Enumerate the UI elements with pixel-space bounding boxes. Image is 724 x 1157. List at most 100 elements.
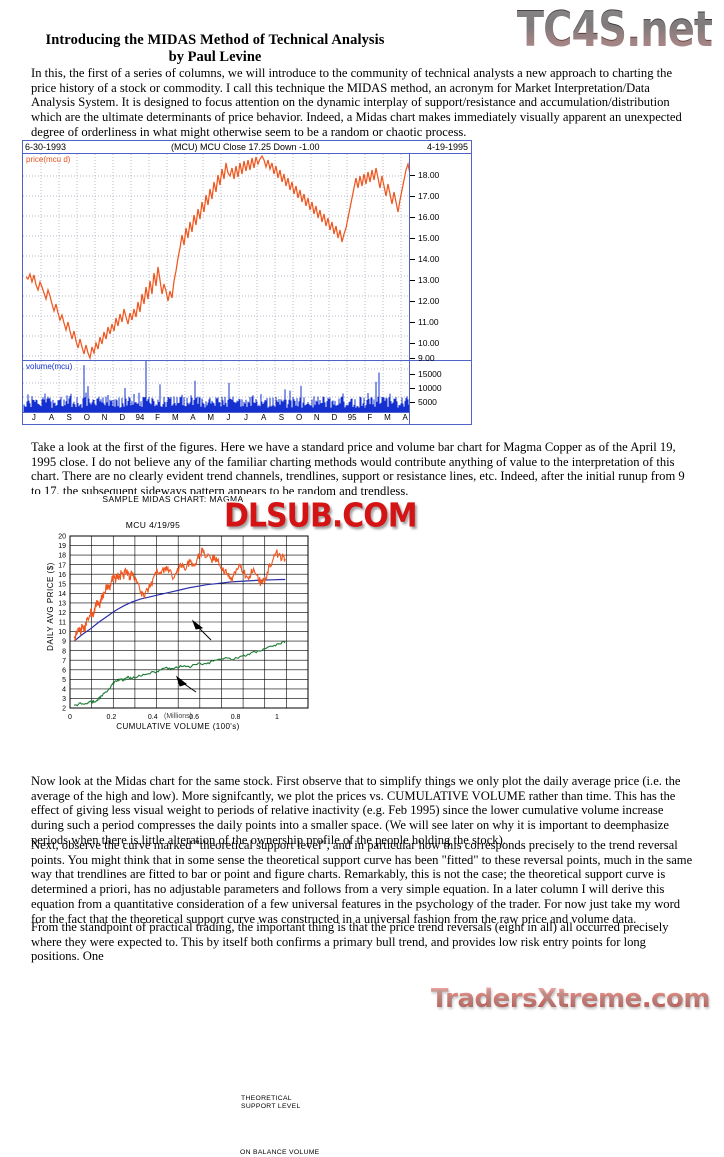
midas-y-tick: 3 <box>62 696 66 703</box>
midas-x-tick-labels: 0 0.2 0.4 0.6 0.8 1 <box>68 714 279 721</box>
midas-y-tick: 2 <box>62 706 66 713</box>
midas-x-unit-label: (Millions) <box>164 713 192 720</box>
midas-y-tick: 4 <box>62 686 66 693</box>
midas-y-tick: 20 <box>58 534 66 541</box>
midas-y-tick: 11 <box>59 620 66 627</box>
midas-y-tick: 19 <box>58 543 66 550</box>
midas-y-tick: 16 <box>58 572 66 579</box>
price-tick: 18.00 <box>409 170 440 180</box>
support-annotation: THEORETICAL SUPPORT LEVEL <box>241 1095 301 1110</box>
volume-tick: 15000 <box>410 369 442 379</box>
month-tick: 94 <box>135 413 145 422</box>
midas-x-tick: 0.2 <box>107 714 117 721</box>
midas-y-tick: 14 <box>58 591 66 598</box>
midas-y-tick: 9 <box>62 639 66 646</box>
midas-y-tick: 12 <box>58 610 66 617</box>
paragraph-2: Take a look at the first of the figures.… <box>31 440 685 499</box>
price-axis: 18.00 17.00 16.00 15.00 14.00 13.00 12.0… <box>409 154 471 363</box>
price-tick: 16.00 <box>409 212 440 222</box>
volume-bars <box>23 361 410 413</box>
midas-y-tick: 5 <box>62 677 66 684</box>
theoretical-support-curve <box>73 578 286 642</box>
month-tick: M <box>171 413 179 422</box>
midas-y-tick: 10 <box>58 629 66 636</box>
chart-quote-line: (MCU) MCU Close 17.25 Down -1.00 <box>171 142 320 152</box>
paragraph-3: Now look at the Midas chart for the same… <box>31 774 681 847</box>
volume-plot-area <box>23 361 410 413</box>
midas-y-tick: 6 <box>62 667 66 674</box>
dlsub-watermark: DLSUB.COM <box>223 496 419 537</box>
volume-pane-label: volume(mcu) <box>26 362 73 371</box>
price-volume-bar-chart: 6-30-1993 (MCU) MCU Close 17.25 Down -1.… <box>22 140 472 425</box>
midas-y-tick: 17 <box>58 562 66 569</box>
obv-annotation: ON BALANCE VOLUME <box>240 1149 320 1156</box>
month-tick: N <box>313 413 320 422</box>
midas-x-tick: 1 <box>275 714 279 721</box>
midas-x-axis-label: CUMULATIVE VOLUME (100's) <box>116 722 240 731</box>
byline: by Paul Levine <box>168 49 262 65</box>
article-heading: Introducing the MIDAS Method of Technica… <box>0 32 430 65</box>
midas-y-tick: 13 <box>58 600 66 607</box>
month-tick: N <box>101 413 108 422</box>
month-tick: M <box>207 413 214 422</box>
midas-chart-title: SAMPLE MIDAS CHART: MAGMA <box>102 494 244 504</box>
midas-x-tick: 0 <box>68 714 72 721</box>
masthead: TC4S.net <box>0 0 724 58</box>
month-tick: J <box>226 413 231 422</box>
midas-y-tick-labels: 20 19 18 17 16 15 14 13 12 11 10 9 8 7 6 5 4 3 2 <box>58 534 66 713</box>
chart-start-date: 6-30-1993 <box>25 142 67 152</box>
month-axis: J A S O N D 94 F M A M J J A S O N D 95 F M A <box>23 412 410 425</box>
price-tick: 10.00 <box>409 338 440 348</box>
price-tick: 12.00 <box>409 296 440 306</box>
price-tick: 9.00 <box>410 353 435 363</box>
on-balance-volume-curve <box>73 640 286 707</box>
midas-y-tick: 15 <box>58 581 66 588</box>
bar-chart-header: 6-30-1993 (MCU) MCU Close 17.25 Down -1.… <box>23 141 471 154</box>
month-tick: F <box>155 413 161 422</box>
daily-avg-price-curve <box>73 547 286 641</box>
midas-y-tick: 7 <box>62 658 66 665</box>
tc4s-logo: TC4S.net <box>516 2 713 59</box>
price-pane-label: price(mcu d) <box>26 155 71 164</box>
month-tick: F <box>367 413 373 422</box>
month-tick: 95 <box>347 413 357 422</box>
midas-y-tick: 8 <box>62 648 66 655</box>
paragraph-5: From the standpoint of practical trading… <box>31 920 669 964</box>
month-tick: A <box>261 413 267 422</box>
price-tick: 15.00 <box>409 233 440 243</box>
price-plot-svg <box>23 154 410 360</box>
annotation-arrows <box>176 619 212 693</box>
volume-axis: 15000 10000 5000 <box>409 361 471 425</box>
volume-tick: 5000 <box>410 397 437 407</box>
month-tick: A <box>402 413 408 422</box>
midas-x-tick: 0.4 <box>148 714 158 721</box>
month-tick: A <box>190 413 196 422</box>
month-tick: S <box>278 413 285 422</box>
midas-chart: SAMPLE MIDAS CHART: MAGMA MCU 4/19/95 DA… <box>28 494 319 1156</box>
midas-x-tick: 0.8 <box>231 714 241 721</box>
price-plot-area <box>23 154 410 360</box>
price-tick: 14.00 <box>409 254 440 264</box>
price-gridlines <box>23 154 410 360</box>
midas-y-tick: 18 <box>58 553 66 560</box>
paragraph-1: In this, the first of a series of column… <box>31 66 682 139</box>
month-tick: M <box>384 413 391 422</box>
price-tick: 17.00 <box>409 191 440 201</box>
volume-tick: 10000 <box>410 383 442 393</box>
midas-chart-subtitle: MCU 4/19/95 <box>125 520 181 530</box>
price-tick: 13.00 <box>409 275 440 285</box>
volume-pane: volume(mcu) <box>23 361 471 425</box>
paragraph-4: Next, observe the curve marked "theoreti… <box>31 838 693 926</box>
month-tick: A <box>48 413 55 422</box>
month-tick: J <box>31 413 36 422</box>
price-tick: 11.00 <box>410 317 439 327</box>
month-tick: J <box>244 413 249 422</box>
price-pane: price(mcu d) <box>23 154 471 363</box>
tradersxtreme-logo: TradersXtreme.com <box>430 984 711 1014</box>
volume-gridlines <box>23 361 410 413</box>
month-tick: O <box>83 413 90 422</box>
midas-plot-svg: 20 19 18 17 16 15 14 13 12 11 10 9 8 7 6 5 4 3 2 0 0.2 0.4 0.… <box>58 534 309 721</box>
month-tick: S <box>66 413 72 422</box>
price-series-line <box>25 154 410 360</box>
